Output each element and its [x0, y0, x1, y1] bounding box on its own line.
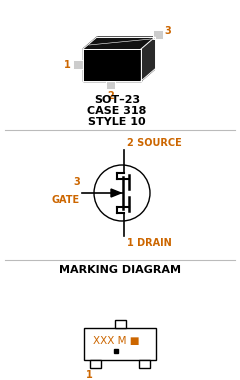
Text: STYLE 10: STYLE 10: [88, 117, 146, 127]
Bar: [106, 81, 115, 89]
Bar: [84, 328, 156, 360]
Bar: [90, 360, 101, 368]
Text: GATE: GATE: [52, 195, 80, 205]
Text: 1: 1: [86, 370, 93, 380]
Text: 2: 2: [107, 91, 114, 101]
Text: 3: 3: [73, 177, 80, 187]
Bar: [115, 320, 126, 328]
Text: 1: 1: [64, 60, 71, 70]
Text: 1 DRAIN: 1 DRAIN: [127, 238, 172, 248]
Polygon shape: [83, 37, 155, 49]
Bar: [153, 30, 163, 39]
Polygon shape: [141, 37, 155, 81]
Text: SOT–23: SOT–23: [94, 95, 140, 105]
Text: 2 SOURCE: 2 SOURCE: [127, 138, 182, 148]
Polygon shape: [111, 189, 121, 197]
Text: 3: 3: [164, 27, 171, 36]
Text: XXX M ■: XXX M ■: [93, 336, 139, 346]
Polygon shape: [83, 49, 141, 81]
Text: MARKING DIAGRAM: MARKING DIAGRAM: [59, 265, 181, 275]
Text: CASE 318: CASE 318: [87, 106, 147, 116]
Bar: [73, 60, 83, 69]
Bar: [139, 360, 150, 368]
